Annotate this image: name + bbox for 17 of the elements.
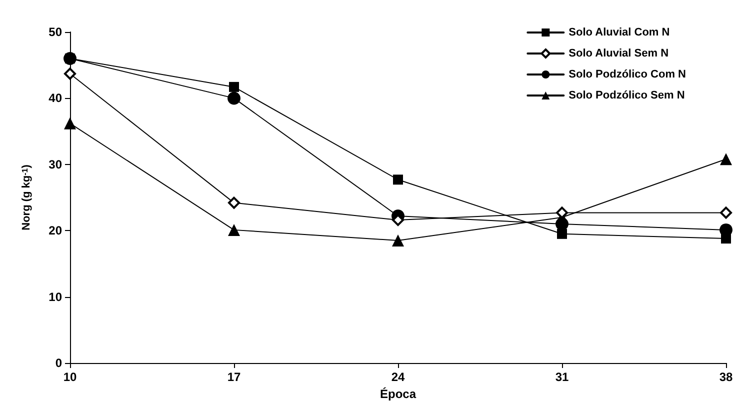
legend-label: Solo Aluvial Sem N bbox=[568, 48, 669, 60]
y-tick-label: 20 bbox=[48, 224, 62, 238]
y-tick-label: 0 bbox=[55, 356, 62, 370]
legend-label: Solo Podzólico Sem N bbox=[568, 90, 685, 102]
x-tick-label: 38 bbox=[719, 370, 733, 384]
y-tick-label: 30 bbox=[48, 157, 62, 172]
y-axis-title: Norg (g kg-1) bbox=[20, 164, 32, 230]
y-tick-label: 10 bbox=[48, 290, 62, 304]
legend-label: Solo Aluvial Com N bbox=[568, 26, 670, 38]
x-tick-label: 24 bbox=[391, 370, 405, 384]
x-axis-title: Época bbox=[380, 386, 416, 401]
y-tick-label: 50 bbox=[48, 25, 62, 39]
y-tick-label: 40 bbox=[48, 91, 62, 106]
legend-label: Solo Podzólico Com N bbox=[568, 68, 686, 80]
x-tick-label: 31 bbox=[555, 370, 569, 384]
x-tick-label: 17 bbox=[227, 370, 241, 384]
x-tick-label: 10 bbox=[63, 370, 77, 384]
